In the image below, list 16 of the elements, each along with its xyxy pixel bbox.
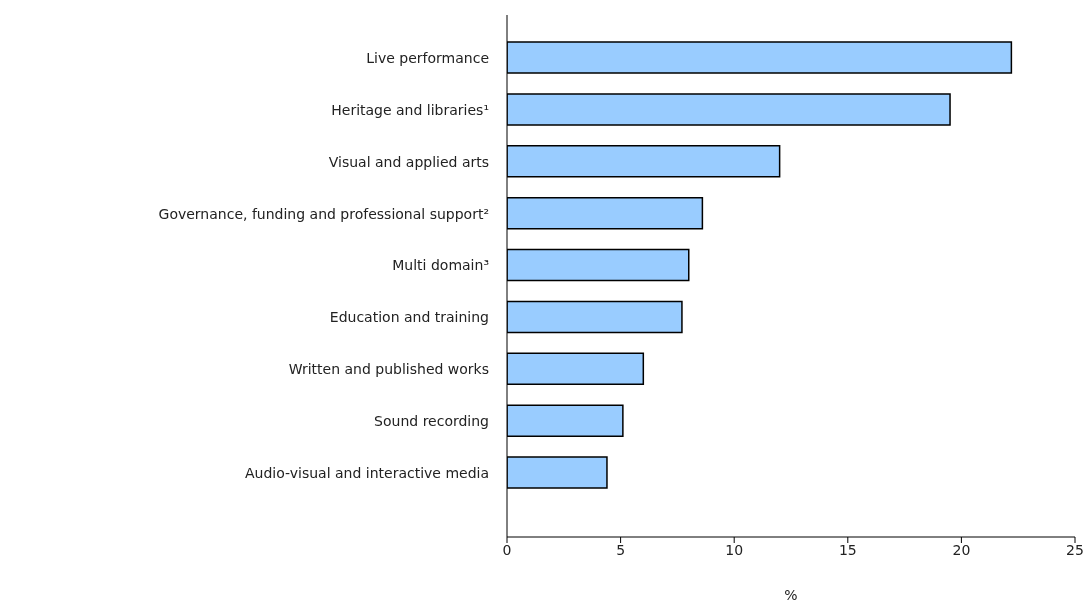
x-tick-label: 15 xyxy=(838,541,857,558)
x-tick-label: 25 xyxy=(1066,541,1084,558)
y-tick-label: Visual and applied arts xyxy=(328,153,489,170)
x-axis-title: % xyxy=(784,587,798,603)
y-tick-label: Sound recording xyxy=(374,413,489,430)
x-tick-label: 5 xyxy=(616,541,626,558)
y-tick-label: Multi domain³ xyxy=(392,257,489,274)
x-tick-label: 20 xyxy=(952,541,971,558)
y-tick-label: Governance, funding and professional support² xyxy=(158,205,489,222)
y-tick-label: Written and published works xyxy=(288,361,489,378)
y-tick-label: Audio-visual and interactive media xyxy=(244,465,489,482)
x-tick-label: 0 xyxy=(502,541,512,558)
y-tick-label: Live performance xyxy=(366,49,489,66)
x-tick-label: 10 xyxy=(725,541,744,558)
y-tick-label: Education and training xyxy=(329,309,489,326)
y-tick-label: Heritage and libraries¹ xyxy=(331,101,489,118)
